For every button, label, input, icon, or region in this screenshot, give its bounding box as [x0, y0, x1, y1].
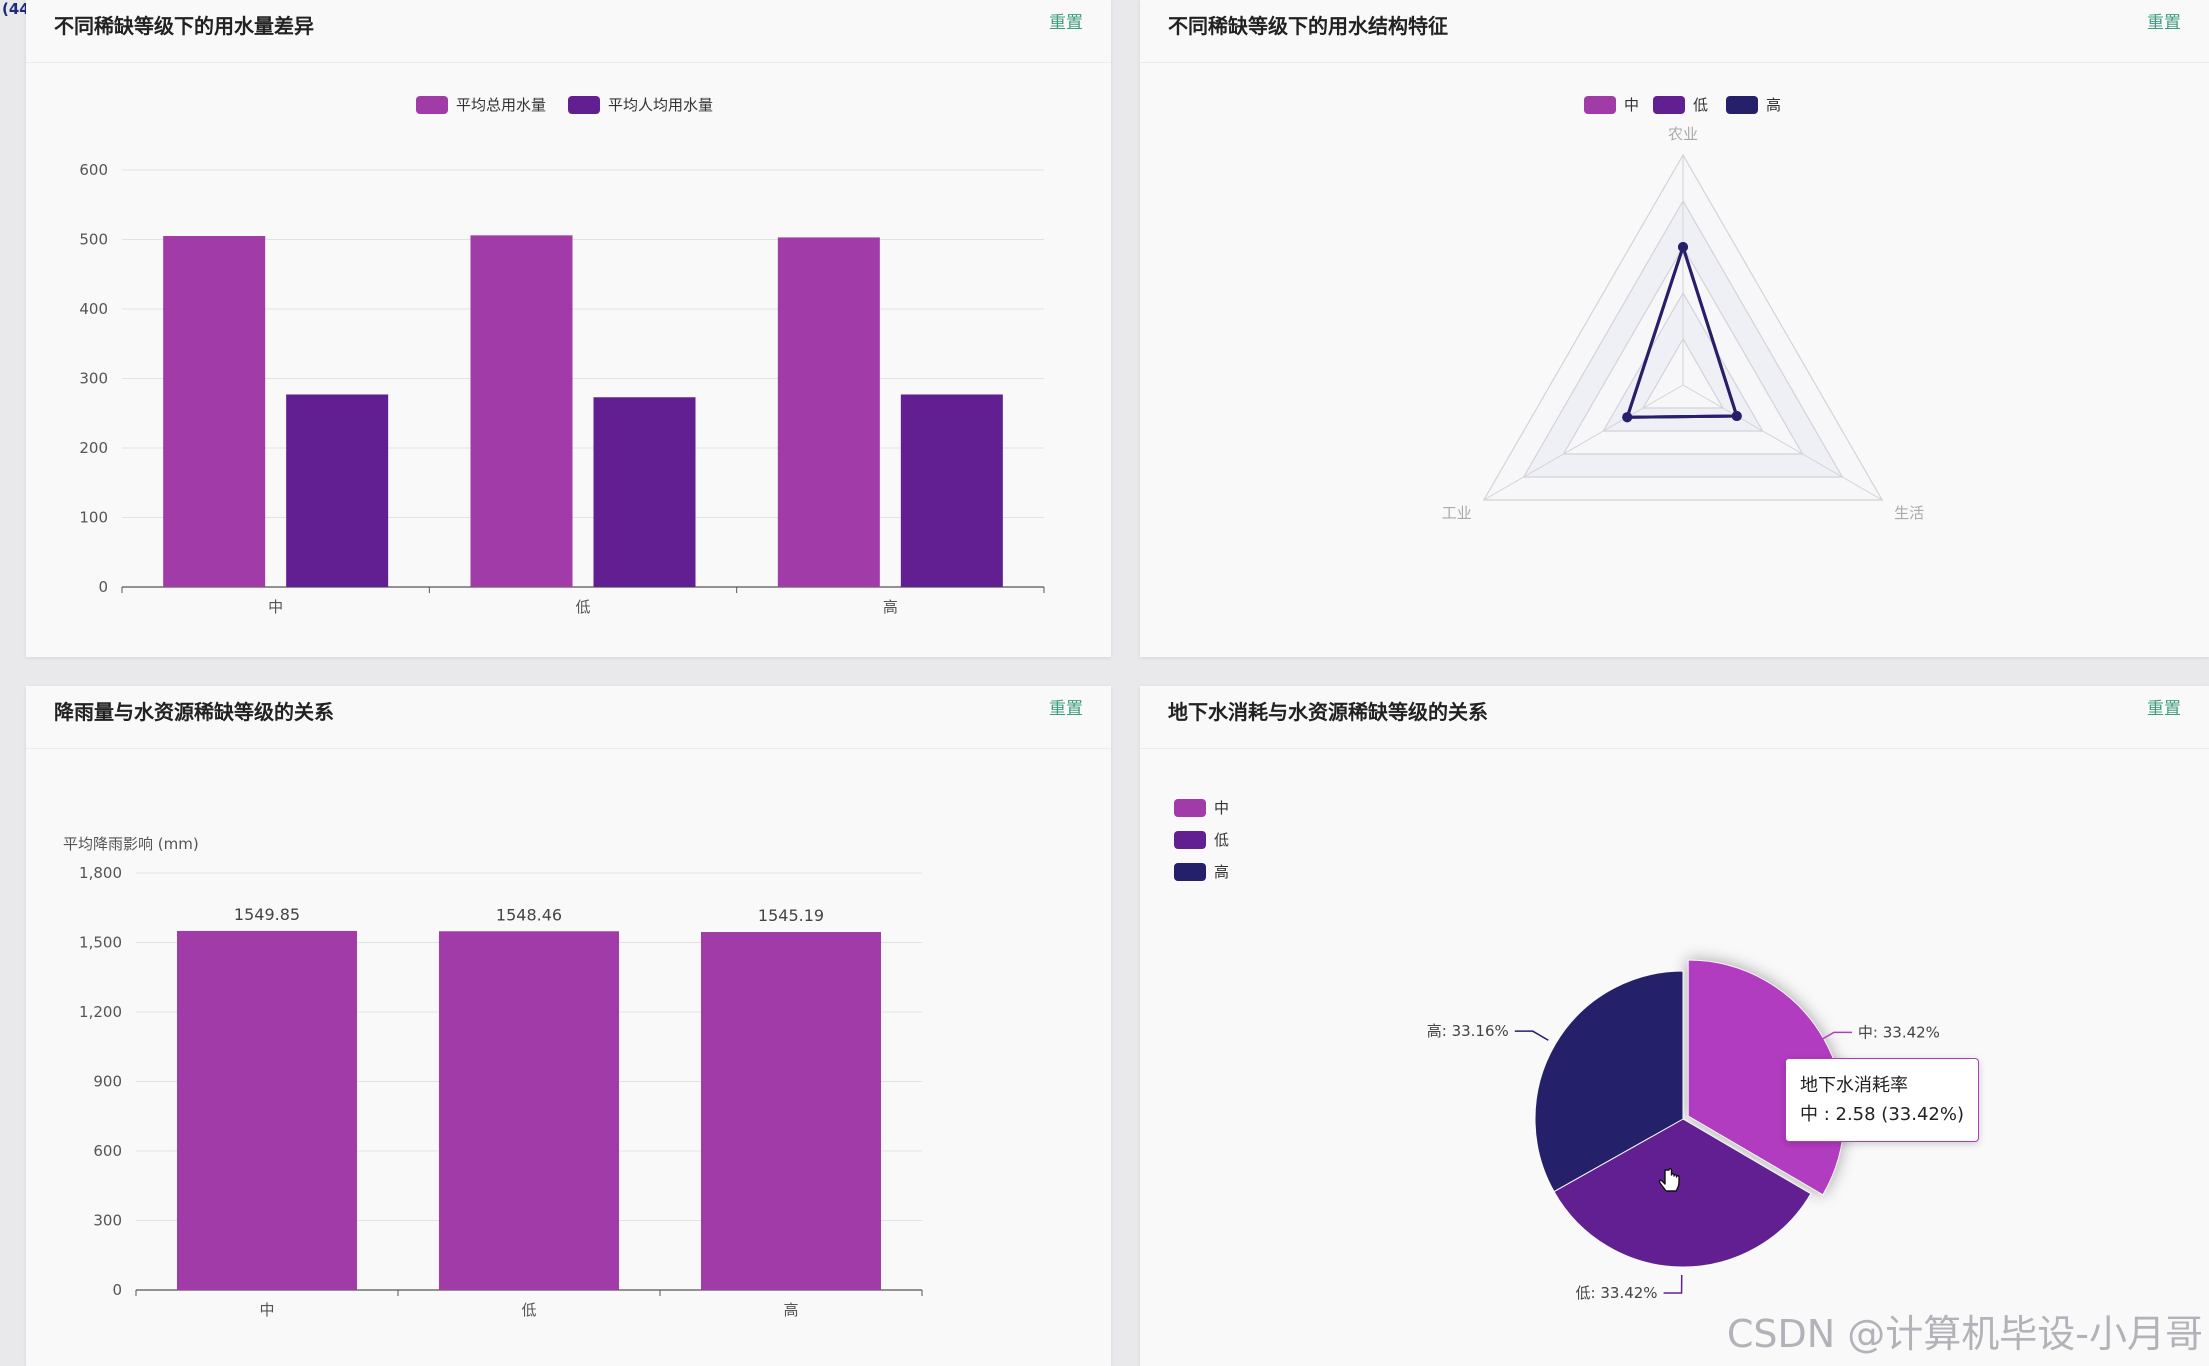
x-tick-label: 低 [575, 598, 590, 616]
usage-bar-chart: 平均总用水量 平均人均用水量 0 100 200 300 400 500 600 中 低 高 [79, 96, 1045, 616]
legend-label-1: 低 [1214, 831, 1229, 849]
usage-panel-title: 不同稀缺等级下的用水量差异 [54, 14, 314, 38]
legend-label-0: 中 [1214, 799, 1229, 817]
x-tick-label: 中 [268, 598, 283, 616]
y-tick-label: 1,500 [79, 934, 122, 952]
bar-0-0 [163, 236, 266, 587]
legend-swatch-0 [1584, 96, 1616, 114]
ground-panel-title: 地下水消耗与水资源稀缺等级的关系 [1168, 700, 1488, 724]
bar-2 [701, 932, 881, 1290]
data-label-0: 1549.85 [234, 905, 300, 924]
tooltip-title: 地下水消耗率 [1800, 1075, 1908, 1096]
bar-1-1 [593, 397, 696, 587]
y-axis-label: 平均降雨影响 (mm) [63, 835, 199, 853]
pie-label-0: 中: 33.42% [1858, 1023, 1940, 1041]
bar-1-2 [900, 394, 1003, 587]
x-tick-label: 高 [783, 1301, 798, 1319]
ground-reset-button[interactable]: 重置 [2147, 699, 2181, 719]
legend-swatch-2 [1174, 863, 1206, 881]
rain-bar-chart: 平均降雨影响 (mm) 0 300 600 900 1,200 1,500 1,800 1549… [63, 835, 923, 1319]
y-tick-label: 1,200 [79, 1003, 122, 1021]
structure-panel: 不同稀缺等级下的用水结构特征 重置 中 低 高农业工业 生活 [1140, 0, 2209, 657]
pie-label-line-1 [1663, 1274, 1683, 1294]
legend-swatch-2 [1726, 96, 1758, 114]
usage-reset-button[interactable]: 重置 [1049, 13, 1083, 33]
legend-swatch-1 [568, 96, 600, 114]
pie-label-line-2 [1514, 1030, 1549, 1041]
y-tick-label: 900 [93, 1073, 122, 1091]
radar-axis [1483, 384, 1684, 501]
legend-label-0: 平均总用水量 [456, 96, 546, 114]
pie-label-2: 高: 33.16% [1427, 1022, 1509, 1040]
bar-1 [439, 931, 619, 1290]
data-label-2: 1545.19 [758, 906, 824, 925]
y-tick-label: 0 [98, 578, 108, 596]
watermark: CSDN @计算机毕设-小月哥 [1726, 1312, 2203, 1356]
y-tick-label: 1,800 [79, 864, 122, 882]
radar-axis [1682, 384, 1883, 501]
y-tick-label: 500 [79, 231, 108, 249]
x-tick-label: 低 [521, 1301, 536, 1319]
rain-panel: 降雨量与水资源稀缺等级的关系 重置 平均降雨影响 (mm) 0 300 600 900 1… [26, 686, 1111, 1366]
x-tick-label: 高 [883, 598, 898, 616]
bar-0 [177, 930, 357, 1290]
pie-slice-2 [1534, 970, 1684, 1193]
structure-reset-button[interactable]: 重置 [2147, 13, 2181, 33]
ground-panel-header: 地下水消耗与水资源稀缺等级的关系 重置 [1140, 686, 2209, 749]
legend-label-1: 平均人均用水量 [608, 96, 713, 114]
legend-swatch-0 [416, 96, 448, 114]
radar-indicator-label: 工业 [1442, 504, 1472, 522]
bar-0-2 [777, 237, 880, 588]
radar-series-2 [1625, 242, 1739, 419]
radar-point-2-2 [1731, 411, 1742, 422]
bar-1-0 [286, 394, 389, 587]
legend-label-2: 高 [1214, 863, 1229, 881]
legend-swatch-0 [1174, 799, 1206, 817]
y-tick-label: 100 [79, 509, 108, 527]
ground-panel: 地下水消耗与水资源稀缺等级的关系 重置 中低高中: 33.42% 低: 33.42… [1140, 686, 2209, 1366]
radar-point-2-0 [1678, 242, 1688, 252]
legend-swatch-1 [1653, 96, 1685, 114]
legend-label-0: 中 [1624, 96, 1639, 114]
pie-tooltip: 地下水消耗率 中 : 2.58 (33.42%) [1785, 1058, 1979, 1142]
y-tick-label: 300 [93, 1212, 122, 1230]
radar-indicator-label: 农业 [1668, 125, 1698, 143]
usage-panel-header: 不同稀缺等级下的用水量差异 重置 [26, 0, 1111, 63]
structure-panel-header: 不同稀缺等级下的用水结构特征 重置 [1140, 0, 2209, 63]
legend-swatch-1 [1174, 831, 1206, 849]
radar-indicator-label: 生活 [1894, 504, 1924, 522]
y-tick-label: 200 [79, 439, 108, 457]
structure-panel-title: 不同稀缺等级下的用水结构特征 [1168, 14, 1448, 38]
tooltip-text: 中 : 2.58 (33.42%) [1800, 1104, 1964, 1125]
y-tick-label: 600 [93, 1142, 122, 1160]
radar-point-2-1 [1622, 412, 1633, 423]
y-tick-label: 0 [112, 1281, 122, 1299]
pie-label-1: 低: 33.42% [1576, 1284, 1658, 1302]
y-tick-label: 600 [79, 161, 108, 179]
hand-cursor-icon [1658, 1168, 1680, 1192]
rain-panel-header: 降雨量与水资源稀缺等级的关系 重置 [26, 686, 1111, 749]
pie-label-line-0 [1817, 1031, 1852, 1043]
legend-label-1: 低 [1693, 96, 1708, 114]
data-label-1: 1548.46 [496, 905, 562, 924]
rain-panel-title: 降雨量与水资源稀缺等级的关系 [54, 700, 334, 724]
legend-label-2: 高 [1766, 96, 1781, 114]
x-tick-label: 中 [259, 1301, 274, 1319]
y-tick-label: 300 [79, 370, 108, 388]
y-tick-label: 400 [79, 300, 108, 318]
rain-reset-button[interactable]: 重置 [1049, 699, 1083, 719]
bar-0-1 [470, 235, 573, 587]
usage-panel: 不同稀缺等级下的用水量差异 重置 平均总用水量 平均人均用水量 0 100 200 300… [26, 0, 1111, 657]
